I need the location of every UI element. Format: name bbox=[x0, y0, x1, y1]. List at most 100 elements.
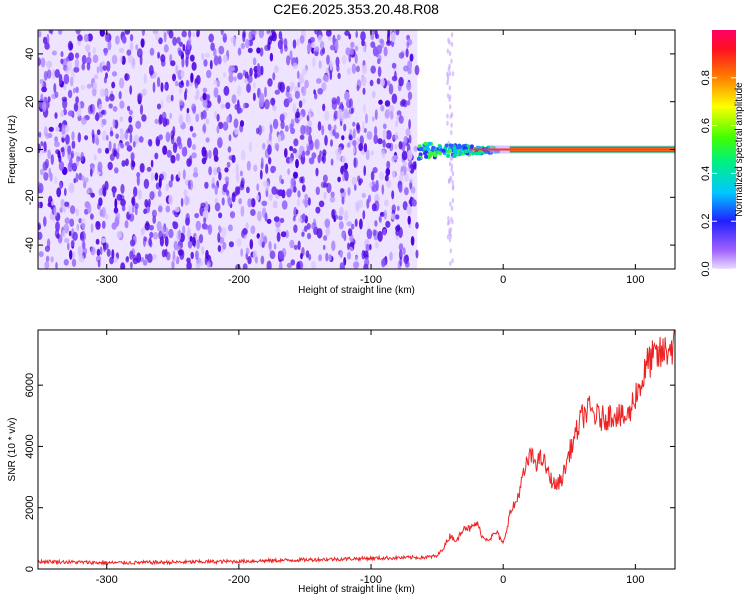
noise-cell bbox=[58, 73, 63, 85]
noise-cell bbox=[398, 243, 404, 252]
colorbar-tick-label: 0.2 bbox=[700, 214, 712, 229]
colorbar-tick-label: 0.4 bbox=[700, 166, 712, 181]
noise-cell bbox=[224, 167, 229, 173]
noise-cell bbox=[370, 171, 375, 181]
noise-cell bbox=[214, 110, 218, 119]
noise-cell bbox=[196, 31, 200, 38]
noise-cell bbox=[398, 76, 404, 87]
noise-cell bbox=[273, 65, 279, 74]
noise-cell bbox=[130, 261, 133, 269]
noise-cell bbox=[108, 103, 113, 109]
noise-cell bbox=[104, 213, 109, 220]
noise-cell bbox=[223, 85, 230, 96]
noise-cell bbox=[38, 131, 42, 138]
noise-cell bbox=[148, 237, 152, 247]
signal-cell bbox=[446, 153, 451, 158]
noise-cell bbox=[391, 75, 398, 82]
noise-cell bbox=[178, 142, 183, 150]
noise-cell bbox=[252, 92, 256, 102]
noise-cell bbox=[256, 70, 261, 78]
noise-cell bbox=[299, 134, 305, 140]
noise-cell bbox=[160, 59, 166, 67]
noise-cell bbox=[97, 161, 103, 173]
noise-cell bbox=[408, 160, 413, 169]
noise-cell bbox=[307, 120, 313, 128]
noise-cell bbox=[57, 150, 61, 159]
noise-cell bbox=[60, 51, 64, 58]
noise-cell bbox=[271, 186, 278, 195]
noise-cell bbox=[176, 36, 181, 44]
noise-cell bbox=[183, 189, 188, 197]
noise-cell bbox=[129, 41, 134, 51]
noise-cell bbox=[192, 132, 197, 138]
noise-cell bbox=[162, 145, 168, 155]
noise-cell bbox=[264, 44, 270, 52]
noise-cell bbox=[68, 182, 75, 194]
noise-cell bbox=[170, 94, 174, 102]
noise-cell bbox=[269, 124, 273, 135]
noise-cell bbox=[259, 169, 263, 180]
x-tick-label: 100 bbox=[626, 274, 644, 286]
noise-cell bbox=[172, 36, 178, 46]
noise-cell bbox=[264, 99, 270, 110]
noise-cell bbox=[314, 30, 319, 35]
noise-cell bbox=[275, 227, 281, 234]
noise-cell bbox=[50, 30, 54, 35]
noise-cell bbox=[297, 190, 301, 198]
noise-cell bbox=[363, 250, 369, 258]
noise-cell bbox=[86, 83, 92, 89]
noise-cell bbox=[300, 252, 303, 260]
noise-cell bbox=[222, 72, 227, 78]
noise-cell bbox=[165, 205, 171, 213]
noise-cell bbox=[68, 230, 72, 237]
noise-cell bbox=[120, 183, 125, 194]
noise-cell bbox=[96, 66, 100, 74]
noise-cell bbox=[173, 240, 178, 251]
noise-cell bbox=[293, 224, 298, 233]
noise-cell bbox=[312, 57, 316, 68]
noise-cell bbox=[86, 56, 92, 65]
noise-cell bbox=[272, 72, 276, 81]
noise-cell bbox=[128, 109, 133, 116]
noise-cell bbox=[250, 209, 256, 216]
noise-cell bbox=[188, 36, 192, 46]
signal-cell bbox=[438, 151, 442, 156]
noise-cell bbox=[289, 239, 295, 249]
noise-cell bbox=[225, 102, 231, 110]
noise-cell bbox=[450, 130, 453, 136]
noise-cell bbox=[55, 221, 60, 232]
noise-cell bbox=[224, 176, 230, 182]
noise-cell bbox=[164, 83, 168, 91]
noise-cell bbox=[140, 38, 145, 48]
noise-cell bbox=[226, 116, 230, 123]
signal-cell bbox=[423, 151, 427, 156]
noise-cell bbox=[111, 71, 118, 77]
noise-cell bbox=[388, 83, 394, 95]
noise-cell bbox=[43, 172, 49, 181]
noise-cell bbox=[446, 73, 450, 79]
noise-cell bbox=[149, 191, 155, 200]
noise-cell bbox=[383, 209, 388, 220]
noise-cell bbox=[247, 47, 253, 54]
noise-cell bbox=[407, 99, 411, 106]
noise-cell bbox=[329, 70, 333, 81]
noise-cell bbox=[306, 42, 312, 53]
noise-cell bbox=[168, 180, 173, 188]
noise-cell bbox=[213, 167, 218, 176]
noise-cell bbox=[292, 102, 296, 114]
noise-cell bbox=[260, 255, 265, 265]
signal-cell bbox=[448, 143, 453, 148]
noise-cell bbox=[51, 200, 54, 206]
noise-cell bbox=[318, 60, 322, 69]
noise-cell bbox=[69, 42, 74, 51]
noise-cell bbox=[363, 103, 366, 114]
noise-cell bbox=[310, 42, 316, 49]
noise-cell bbox=[377, 230, 383, 242]
noise-cell bbox=[260, 65, 264, 76]
noise-cell bbox=[392, 155, 399, 161]
noise-cell bbox=[198, 234, 204, 244]
noise-cell bbox=[370, 41, 376, 48]
noise-cell bbox=[151, 209, 157, 218]
noise-cell bbox=[235, 172, 240, 183]
noise-cell bbox=[71, 162, 78, 172]
